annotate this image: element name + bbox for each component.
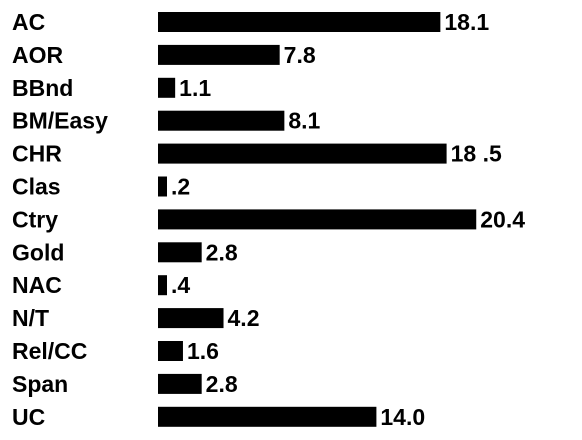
bar-n-t (158, 308, 224, 329)
bar-clas (158, 176, 167, 197)
bar-ctry (158, 209, 477, 230)
bar-bm-easy (158, 110, 285, 131)
category-label-aor: AOR (12, 42, 64, 68)
value-labels: 18.1 7.8 1.1 8.1 18 .5 .2 20.4 2.8 .4 4.2 1.6 2.8 14… (171, 9, 525, 430)
value-label-bm-easy: 8.1 (288, 108, 320, 134)
category-label-rel-cc: Rel/CC (12, 338, 87, 364)
category-label-ac: AC (12, 9, 45, 35)
value-label-ctry: 20.4 (480, 206, 525, 232)
value-label-rel-cc: 1.6 (187, 338, 219, 364)
value-label-uc: 14.0 (380, 404, 425, 430)
bar-rel-cc (158, 341, 183, 361)
value-label-chr: 18 .5 (451, 141, 502, 167)
bar-bbnd (158, 77, 176, 98)
category-label-uc: UC (12, 404, 45, 430)
value-label-nac: .4 (171, 272, 190, 298)
category-label-chr: CHR (12, 141, 62, 167)
bar-uc (158, 406, 377, 427)
value-label-n-t: 4.2 (228, 305, 260, 331)
category-label-bbnd: BBnd (12, 75, 73, 101)
bar-chr (158, 143, 447, 164)
value-label-ac: 18.1 (444, 9, 489, 35)
value-label-span: 2.8 (206, 371, 238, 397)
category-label-clas: Clas (12, 174, 61, 200)
value-label-gold: 2.8 (206, 239, 238, 265)
category-label-n-t: N/T (12, 305, 49, 331)
bar-span (158, 373, 202, 394)
value-label-bbnd: 1.1 (179, 75, 211, 101)
bar-nac (158, 275, 167, 296)
bar-gold (158, 242, 202, 263)
category-label-span: Span (12, 371, 68, 397)
bar-ac (158, 12, 441, 32)
category-label-nac: NAC (12, 272, 62, 298)
category-label-gold: Gold (12, 239, 64, 265)
value-label-clas: .2 (171, 174, 190, 200)
category-label-bm-easy: BM/Easy (12, 108, 108, 134)
category-label-ctry: Ctry (12, 206, 58, 232)
bar-aor (158, 44, 280, 65)
bars (158, 12, 477, 427)
category-labels: AC AOR BBnd BM/Easy CHR Clas Ctry Gold NAC N/T Rel… (12, 9, 108, 430)
value-label-aor: 7.8 (284, 42, 316, 68)
